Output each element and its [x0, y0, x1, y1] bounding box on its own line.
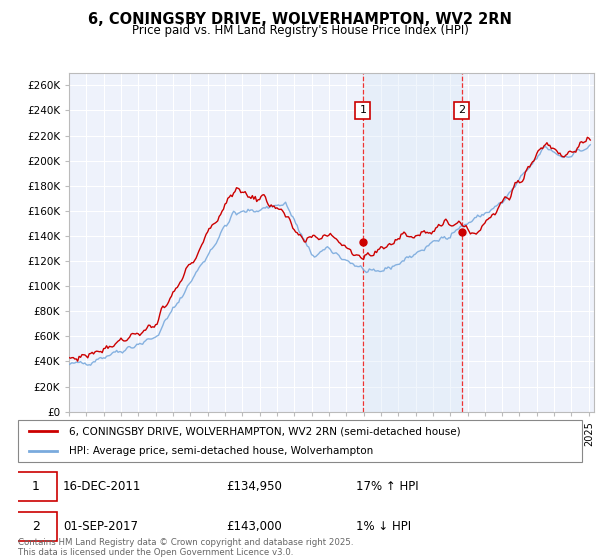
Text: 2: 2 [32, 520, 40, 533]
Text: Price paid vs. HM Land Registry's House Price Index (HPI): Price paid vs. HM Land Registry's House … [131, 24, 469, 36]
Text: 6, CONINGSBY DRIVE, WOLVERHAMPTON, WV2 2RN: 6, CONINGSBY DRIVE, WOLVERHAMPTON, WV2 2… [88, 12, 512, 27]
Text: 16-DEC-2011: 16-DEC-2011 [63, 480, 142, 493]
Text: HPI: Average price, semi-detached house, Wolverhampton: HPI: Average price, semi-detached house,… [69, 446, 373, 456]
Text: £143,000: £143,000 [227, 520, 283, 533]
Text: 1% ↓ HPI: 1% ↓ HPI [356, 520, 412, 533]
Text: Contains HM Land Registry data © Crown copyright and database right 2025.
This d: Contains HM Land Registry data © Crown c… [18, 538, 353, 557]
Text: 2: 2 [458, 105, 466, 115]
Text: £134,950: £134,950 [227, 480, 283, 493]
Text: 1: 1 [359, 105, 367, 115]
FancyBboxPatch shape [15, 472, 58, 501]
Bar [363, 73, 462, 412]
Text: 6, CONINGSBY DRIVE, WOLVERHAMPTON, WV2 2RN (semi-detached house): 6, CONINGSBY DRIVE, WOLVERHAMPTON, WV2 2… [69, 426, 460, 436]
FancyBboxPatch shape [15, 511, 58, 542]
Text: 1: 1 [32, 480, 40, 493]
FancyBboxPatch shape [18, 420, 582, 462]
Text: 17% ↑ HPI: 17% ↑ HPI [356, 480, 419, 493]
Text: 01-SEP-2017: 01-SEP-2017 [63, 520, 138, 533]
